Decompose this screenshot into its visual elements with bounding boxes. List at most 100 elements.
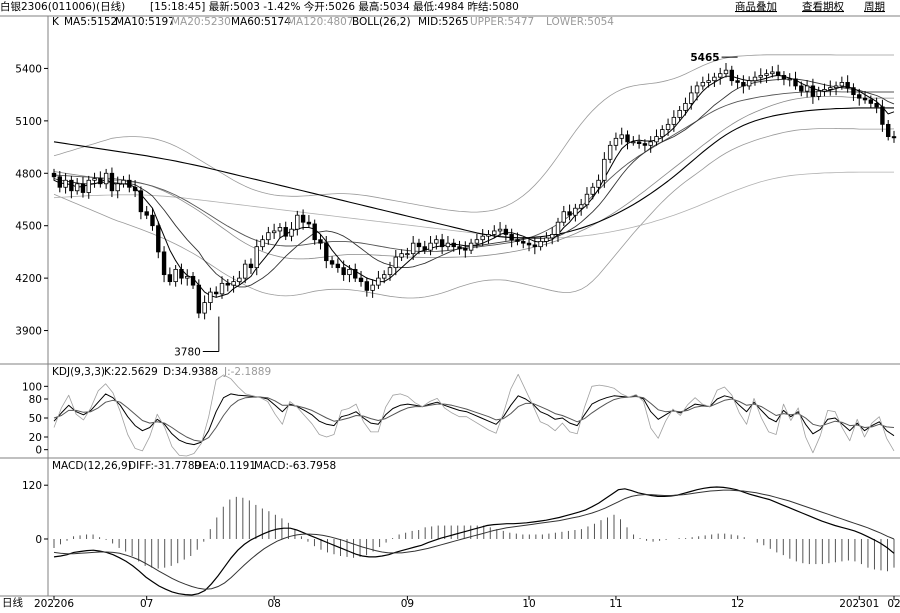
macd-value-label: MACD:-63.7958 <box>254 460 336 472</box>
candle-body <box>260 239 265 248</box>
candle-body <box>98 178 103 185</box>
macd-ytick-label: 120 <box>22 480 42 492</box>
candle-body <box>804 85 810 92</box>
candle-body <box>694 85 700 94</box>
x-axis: 202206 07 08 09 10 11 12 202301 02 <box>34 596 900 610</box>
kdj-k-label: K:22.5629 <box>104 366 158 378</box>
candle-body <box>393 256 398 269</box>
candle-body <box>746 80 752 87</box>
kdj-ytick-label: 80 <box>29 394 42 406</box>
candle-body <box>266 232 271 241</box>
kdj-j-label: J:-2.1889 <box>223 366 271 378</box>
candle-body <box>353 268 358 279</box>
kdj-legend: KDJ(9,3,3) K:22.5629 D:34.9388 J:-2.1889 <box>52 366 271 378</box>
candle-body <box>700 82 706 87</box>
candle-body <box>718 73 723 78</box>
x-tick-label: 202301 <box>839 598 879 609</box>
candle-body <box>428 242 433 251</box>
macd-dea-line <box>53 489 895 590</box>
candle-body <box>677 109 682 118</box>
candle-body <box>80 183 86 193</box>
kdj-d-line <box>53 396 895 442</box>
panel-frames <box>0 15 900 597</box>
k-ytick-label: 4500 <box>15 221 42 233</box>
macd-title: MACD(12,26,9) <box>52 460 132 472</box>
low-marker-label: 3780 <box>174 347 201 359</box>
kdj-ytick-label: 0 <box>35 445 42 457</box>
candle-body <box>521 241 526 244</box>
candle-body <box>51 172 57 178</box>
candle-body <box>752 76 758 82</box>
candle-body <box>596 179 601 188</box>
candle-body <box>74 183 80 192</box>
candle-body <box>69 179 74 192</box>
k-ytick-label: 5100 <box>15 116 42 128</box>
candle-body <box>92 178 97 181</box>
high-marker-label: 5465 <box>690 52 719 64</box>
candle-body <box>816 90 821 97</box>
candle-body <box>248 263 254 269</box>
candle-body <box>880 106 885 125</box>
boll-label: BOLL(26,2) <box>352 16 411 28</box>
candle-body <box>561 211 566 223</box>
candle-body <box>515 239 520 242</box>
candle-body <box>445 242 451 248</box>
candle-body <box>497 228 503 232</box>
candle-body <box>654 136 659 143</box>
k-panel-plot: 5400 5100 4800 4500 4200 3900 5465 3780 <box>15 52 897 359</box>
candle-body <box>214 291 219 295</box>
candle-body <box>538 241 543 248</box>
candle-body <box>723 69 729 75</box>
candle-body <box>150 214 155 227</box>
period-button[interactable]: 周期 <box>864 1 885 13</box>
k-title: K <box>52 16 60 28</box>
kdj-ytick-label: 20 <box>29 432 42 444</box>
kdj-d-label: D:34.9388 <box>163 366 218 378</box>
candle-body <box>503 228 509 235</box>
candle-body <box>845 82 850 89</box>
candle-body <box>318 239 323 244</box>
boll-mid-line <box>53 91 894 253</box>
candle-body <box>115 183 120 192</box>
kdj-j-line <box>53 373 895 457</box>
view-options-button[interactable]: 查看期权 <box>802 0 844 13</box>
macd-legend: MACD(12,26,9) DIFF:-31.7789 DEA:0.1191 M… <box>52 460 336 472</box>
candle-body <box>295 214 300 230</box>
candle-body <box>874 102 879 108</box>
overlay-commodity-button[interactable]: 商品叠加 <box>735 0 777 13</box>
candle-body <box>793 78 798 87</box>
x-tick-label: 12 <box>731 598 744 609</box>
candle-body <box>660 129 665 137</box>
candle-body <box>410 242 416 255</box>
candle-body <box>271 230 277 234</box>
candle-body <box>190 275 196 286</box>
candle-body <box>225 282 230 286</box>
ma20-line <box>53 96 894 260</box>
kdj-k-line <box>53 393 895 446</box>
ma60-line <box>53 107 894 239</box>
candle-body <box>602 158 607 181</box>
k-ytick-label: 4200 <box>15 273 42 285</box>
candle-body <box>202 302 207 314</box>
candle-body <box>532 244 538 248</box>
candle-body <box>758 75 763 78</box>
candle-body <box>851 87 856 96</box>
candle-body <box>312 223 317 241</box>
candle-body <box>741 82 746 87</box>
candle-body <box>822 89 827 92</box>
candle-body <box>196 284 202 314</box>
x-tick-label: 02 <box>887 598 900 609</box>
candle-body <box>468 242 474 251</box>
candle-body <box>857 94 862 99</box>
candle-body <box>619 134 624 139</box>
candle-body <box>416 242 422 248</box>
k-legend: K MA5:5152 MA10:5197 MA20:5230 MA60:5174… <box>52 16 614 28</box>
boll-upper-line <box>53 54 894 213</box>
ma20-label: MA20:5230 <box>171 16 231 28</box>
candle-body <box>405 253 410 256</box>
candle-body <box>648 141 653 146</box>
header-bar: 白银2306(011006)(日线) [15:18:45] 最新:5003 -1… <box>0 0 885 13</box>
x-tick-label: 09 <box>401 598 414 609</box>
candle-body <box>173 268 178 283</box>
